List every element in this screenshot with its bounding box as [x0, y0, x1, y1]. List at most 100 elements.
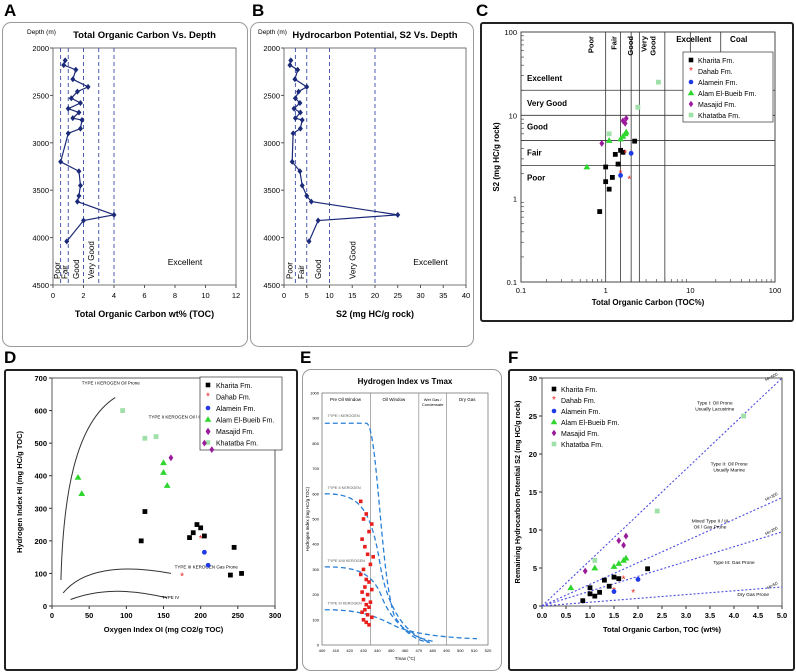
- panel-d-ytick-label: 100: [34, 569, 47, 578]
- panel-c-class-label-top: Coal: [730, 35, 747, 44]
- panel-b-title: Hydrocarbon Potential, S2 Vs. Depth: [292, 30, 457, 41]
- panel-c-data-point: [623, 114, 629, 122]
- panel-d-legend-marker: *: [206, 392, 210, 403]
- panel-e-data-point: [360, 590, 364, 594]
- panel-b-xlabel: S2 (mg HC/g rock): [336, 309, 414, 319]
- panel-e-zone-label: Dry Gas: [459, 397, 476, 402]
- panel-e-xtick-label: 410: [332, 648, 339, 653]
- panel-a-ytick-label: 3500: [32, 186, 49, 195]
- panel-c-class-label-left: Fair: [527, 148, 542, 157]
- panel-e-curve-label: TYPE III KEROGEN: [328, 602, 362, 606]
- panel-f-ytick-label: 10: [529, 526, 537, 535]
- panel-a-data-point: [77, 99, 83, 106]
- panel-c-data-point: [656, 79, 661, 85]
- panel-d-legend-box: [199, 376, 283, 451]
- panel-f-legend-marker: [551, 386, 557, 392]
- panel-f-data-point: [602, 577, 607, 583]
- panel-e-data-point: [358, 572, 363, 577]
- panel-c-legend-marker: [688, 100, 694, 108]
- panel-d-data-point: [205, 562, 211, 568]
- panel-d-data-point: [78, 490, 86, 497]
- panel-e-ytick-label: 100: [312, 617, 319, 622]
- panel-d-data-point: [74, 473, 82, 480]
- panel-f-legend-marker: [550, 418, 558, 425]
- panel-a-class-label: Very Good: [87, 241, 96, 279]
- panel-b-ylabel: Depth (m): [258, 29, 287, 36]
- panel-e-ytick-label: 1000: [310, 391, 320, 396]
- panel-b-data-point: [304, 83, 310, 90]
- panel-b-data-point: [295, 66, 301, 73]
- panel-e-zone-label: Wet Gas /: [424, 397, 443, 402]
- panel-a-frame: [2, 22, 248, 347]
- panel-c-data-point: [632, 138, 638, 144]
- panel-c-class-label-top: Fair: [610, 36, 619, 50]
- panel-e-data-point: [368, 600, 373, 604]
- panel-a-class-label: Excellent: [168, 257, 203, 267]
- panel-f-xtick-label: 4.5: [753, 611, 763, 620]
- panel-d-xlabel: Oxygen Index OI (mg CO2/g TOC): [104, 625, 224, 634]
- panel-f-data-point: [582, 567, 588, 575]
- panel-d-ytick-label: 700: [34, 374, 47, 383]
- panel-f-data-point: [616, 576, 622, 582]
- panel-d-data-point: [239, 571, 244, 576]
- panel-b-data-point: [289, 158, 295, 165]
- panel-d-curve-type1: [60, 397, 116, 580]
- panel-b-class-label: Fair: [297, 265, 306, 279]
- panel-b-data-point: [299, 117, 305, 124]
- panel-e-kerogen-curve: [324, 566, 433, 642]
- panel-c-data-point: [618, 147, 623, 153]
- panel-d-legend-label: Alam El-Bueib Fm.: [216, 418, 274, 425]
- panel-d-ytick-label: 500: [34, 439, 47, 448]
- panel-c-ytick-label: 100: [504, 28, 517, 37]
- panel-c-data-point: [603, 164, 609, 170]
- panel-e-kerogen-curve: [324, 609, 477, 640]
- panel-e-kerogen-curve: [324, 422, 430, 644]
- panel-c-ylabel: S2 (mg HC/g rock): [492, 122, 501, 192]
- panel-a-xtick-label: 0: [51, 291, 55, 300]
- panel-b-data-point: [306, 238, 312, 245]
- panel-b-data-point: [304, 192, 310, 199]
- panel-c-class-label-left: Poor: [527, 173, 545, 182]
- panel-d-data-point: [168, 454, 174, 462]
- panel-e-zone-label: Condensate: [422, 402, 444, 407]
- panel-e-data-point: [367, 529, 371, 534]
- panel-b-ytick-label: 3500: [263, 186, 280, 195]
- panel-a-ylabel: Depth (m): [27, 29, 56, 36]
- panel-c-legend-marker: *: [689, 66, 693, 77]
- panel-f-data-point: *: [631, 588, 635, 599]
- panel-a-data-point: [74, 88, 80, 95]
- panel-f-legend-marker: [551, 429, 557, 437]
- panel-b-xtick-label: 15: [348, 291, 356, 300]
- panel-a-title: Total Organic Carbon Vs. Depth: [73, 30, 216, 41]
- panel-e-ytick-label: 800: [312, 441, 319, 446]
- panel-d-data-point: [190, 530, 196, 536]
- panel-d-ytick-label: 300: [34, 504, 47, 513]
- panel-d-data-point: [163, 482, 171, 488]
- panel-e-data-point: [364, 577, 369, 582]
- panel-b-ytick-label: 2000: [263, 44, 280, 53]
- panel-f-line-label: HI=300: [764, 491, 779, 502]
- panel-f-zone-label: Mixed Type II / III: [692, 518, 728, 524]
- panel-b-data-point: [296, 88, 302, 95]
- panel-d-data-point: [201, 533, 207, 539]
- panel-f-ylabel: Remaining Hydrocarbon Potential S2 (mg H…: [513, 400, 522, 583]
- panel-e-xtick-label: 460: [402, 648, 409, 653]
- panel-c-data-point: [618, 173, 623, 178]
- panel-a-class-label: Good: [72, 259, 81, 279]
- panel-b-data-point: [290, 130, 296, 137]
- panel-a-data-point: [68, 95, 74, 102]
- panel-b-data-point: [291, 105, 297, 112]
- panel-a-data-point: [85, 83, 91, 90]
- panel-e-ytick-label: 700: [312, 466, 319, 471]
- panel-b-class-label: Excellent: [413, 257, 448, 267]
- panel-e-ytick-label: 500: [312, 517, 319, 522]
- panel-e-curve-label: TYPE II/III KEROGEN: [328, 559, 366, 563]
- panel-d-xtick-label: 50: [85, 611, 93, 620]
- panel-e-data-point: [364, 602, 369, 607]
- panel-f-data-point: [592, 593, 598, 599]
- panel-f-xtick-label: 3.5: [705, 611, 715, 620]
- panel-f-legend-label: Alamein Fm.: [561, 409, 600, 416]
- panel-e-data-point: [368, 562, 373, 567]
- panel-d-data-point: [187, 535, 192, 540]
- panel-label-f: F: [508, 348, 519, 367]
